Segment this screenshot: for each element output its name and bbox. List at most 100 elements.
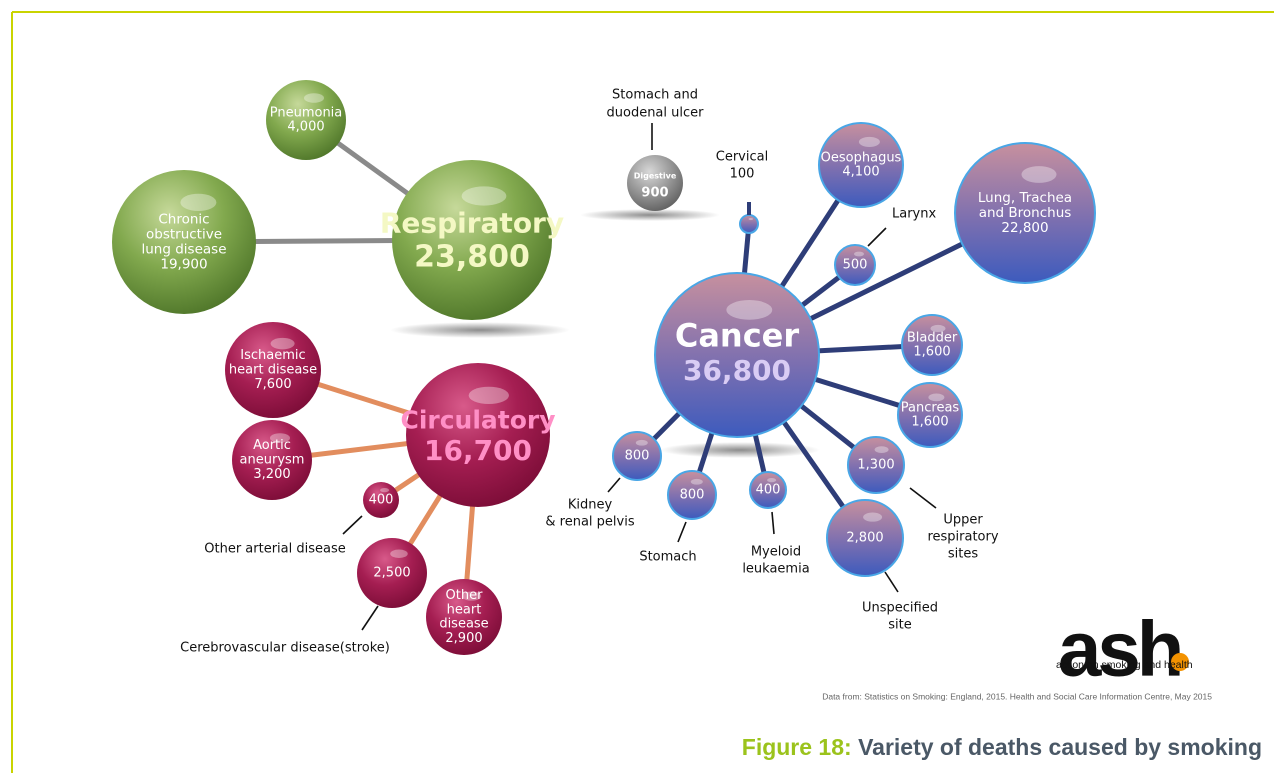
outside-label: Larynx — [892, 207, 936, 222]
bubble — [363, 482, 399, 518]
bubble — [426, 579, 502, 655]
outside-label: & renal pelvis — [545, 515, 634, 530]
figure-text: Variety of deaths caused by smoking — [852, 734, 1262, 760]
bubble — [112, 170, 256, 314]
bubble-value: 800 — [625, 449, 650, 464]
bubble-value: 7,600 — [254, 377, 291, 392]
outside-value: 100 — [730, 167, 755, 182]
digestive-caption: duodenal ulcer — [607, 106, 705, 121]
bubble-label: and Bronchus — [979, 205, 1072, 221]
digestive-bubble — [627, 155, 683, 211]
bubble-label: Oesophagus — [821, 150, 902, 165]
bubble-value: 400 — [369, 493, 394, 508]
logo-dot — [1171, 653, 1189, 671]
outside-label: respiratory — [927, 530, 998, 545]
bubble — [667, 470, 717, 520]
main-value: 36,800 — [683, 354, 791, 387]
highlight — [462, 591, 482, 601]
outside-label: leukaemia — [742, 562, 809, 577]
leader-line — [771, 511, 775, 535]
highlight — [390, 549, 408, 558]
highlight — [930, 324, 946, 333]
highlight — [1021, 166, 1057, 183]
bubble-value: 400 — [756, 483, 781, 498]
highlight — [690, 478, 703, 485]
main-label: Respiratory — [380, 207, 564, 240]
highlight — [858, 136, 880, 147]
bubble-label: heart disease — [229, 363, 317, 378]
outside-label: Other arterial disease — [204, 542, 346, 557]
highlight — [468, 386, 509, 405]
highlight — [270, 337, 295, 350]
bubble-value: 500 — [843, 258, 868, 273]
digestive-value: 900 — [641, 186, 668, 201]
bubble — [739, 214, 759, 234]
leader-line — [884, 571, 899, 593]
bubble — [232, 420, 312, 500]
bubble-value: 1,300 — [857, 458, 894, 473]
main-value: 16,700 — [424, 434, 532, 467]
highlight — [380, 487, 390, 493]
bubble-label: Bladder — [907, 330, 958, 345]
logo-mark: ash — [1058, 605, 1180, 693]
main-bubble — [654, 272, 820, 438]
leader-line — [677, 521, 687, 543]
bubble-value: 2,800 — [846, 531, 883, 546]
logo-tagline: action on smoking and health — [1056, 659, 1193, 671]
bubble-value: 2,500 — [373, 566, 410, 581]
outside-label: Cerebrovascular disease(stroke) — [180, 641, 390, 656]
bubble-value: 1,600 — [911, 415, 948, 430]
bubble — [749, 471, 787, 509]
figure-number: Figure 18: — [742, 734, 852, 760]
bubble-value: 22,800 — [1001, 220, 1048, 236]
main-value: 23,800 — [414, 240, 530, 275]
bubble — [266, 80, 346, 160]
bubble-value: 2,900 — [445, 631, 482, 646]
bubble — [834, 244, 876, 286]
highlight — [854, 251, 864, 257]
bubble-value: 4,000 — [287, 120, 324, 135]
bubble-label: Chronic — [158, 212, 209, 228]
bubble-label: aneurysm — [240, 453, 305, 468]
bubble-label: Pancreas — [901, 400, 960, 415]
bubble — [901, 314, 963, 376]
highlight — [928, 393, 945, 402]
main-label: Circulatory — [400, 405, 555, 434]
bubble-label: obstructive — [146, 227, 222, 243]
outside-label: Upper — [943, 513, 983, 528]
bubble — [225, 322, 321, 418]
leader-line — [361, 605, 379, 631]
highlight — [726, 300, 773, 320]
leader-line — [867, 227, 887, 247]
leader-line — [909, 487, 937, 509]
highlight — [270, 433, 290, 443]
source-note: Data from: Statistics on Smoking: Englan… — [822, 691, 1212, 701]
bubble-label: disease — [439, 617, 488, 632]
bubble-value: 800 — [680, 488, 705, 503]
leader-line — [607, 477, 621, 493]
bubble-label: Aortic — [253, 438, 291, 453]
bubble — [954, 142, 1096, 284]
bubble-label: Ischaemic — [240, 348, 305, 363]
figure-caption: Figure 18: Variety of deaths caused by s… — [742, 734, 1262, 760]
digestive-label: Digestive — [634, 172, 677, 181]
outside-label: Cervical — [716, 150, 768, 165]
highlight — [304, 93, 324, 103]
outside-label: Myeloid — [751, 545, 801, 560]
bubble-label: Other — [446, 588, 484, 603]
leader-line — [342, 515, 363, 535]
bubble — [847, 436, 905, 494]
bubble-value: 19,900 — [160, 256, 207, 272]
highlight — [180, 193, 217, 212]
highlight — [863, 512, 883, 522]
bubble-value: 3,200 — [253, 467, 290, 482]
main-label: Cancer — [675, 316, 800, 354]
shadow — [390, 322, 570, 338]
bubble-label: heart — [447, 602, 482, 617]
bubble-label: lung disease — [142, 241, 227, 257]
highlight — [748, 217, 754, 221]
highlight — [635, 439, 648, 446]
highlight — [767, 477, 777, 483]
